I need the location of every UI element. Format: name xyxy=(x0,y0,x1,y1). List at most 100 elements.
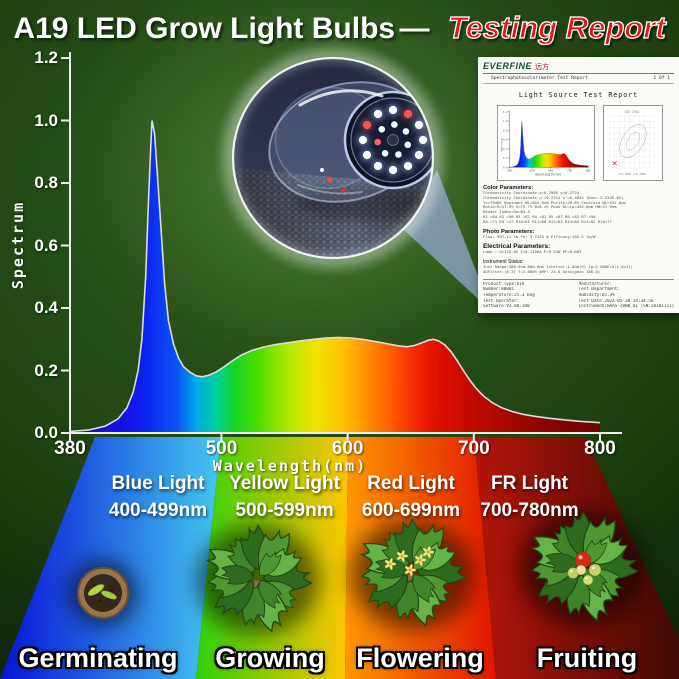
instrument-status-lines: Inst Range:380.0nm-800.0nm Interval:1.0n… xyxy=(483,265,674,275)
band-range: 500-599nm xyxy=(235,500,334,521)
everfine-logo-cn: 远方 xyxy=(535,63,550,71)
svg-text:500: 500 xyxy=(530,169,535,173)
germinating-seedling-photo xyxy=(67,559,139,627)
mini-x-axis-title: Wavelength(nm) xyxy=(535,173,561,177)
svg-text:380: 380 xyxy=(507,169,512,173)
band-label: Blue Light xyxy=(111,473,205,494)
svg-text:0.6: 0.6 xyxy=(503,138,508,142)
report-text-line: Inst Range:380.0nm-800.0nm Interval:1.0n… xyxy=(483,265,633,270)
svg-text:0.4: 0.4 xyxy=(503,147,508,151)
y-tick-label: 1.2 xyxy=(34,48,58,67)
cie-marker xyxy=(612,161,617,166)
report-footer-line: Instrument:HAAS-2000_01 (SN:20101111) xyxy=(578,304,675,310)
x-tick-label: 700 xyxy=(457,438,490,459)
cie-diagram: CIE 1931 x=0.3000 y=0.3000 xyxy=(603,105,663,181)
report-footer-line: Software:V3.00.100 xyxy=(483,304,530,310)
cie-diagram-title: CIE 1931 xyxy=(625,110,640,114)
x-tick-label: 380 xyxy=(54,438,86,459)
report-text-line: Render Index:Ra=84.4 xyxy=(483,210,530,215)
x-tick-label: 600 xyxy=(331,438,364,459)
instrument-status-header: Instrument Status: xyxy=(483,259,524,266)
report-charts-row: 0.0 0.2 0.4 0.6 0.8 1.0 1.2 380 500 600 700 800 Wave… xyxy=(497,105,674,181)
electrical-parameter-lines: Lamp : U=120.0V I=0.1156A P=9.53W PF=0.6… xyxy=(483,250,674,255)
electrical-parameters-header: Electrical Parameters: xyxy=(483,243,551,251)
everfine-logo: EVERFINE xyxy=(483,61,533,71)
stage-label-germinating: Germinating xyxy=(18,643,178,673)
stage-label-fruiting: Fruiting xyxy=(536,643,638,673)
band-label: Yellow Light xyxy=(229,473,340,494)
title-dash: — xyxy=(399,12,430,45)
flowering-plant-photo xyxy=(350,518,474,630)
title-testing-report: Testing Report xyxy=(447,9,666,45)
photo-parameter-lines: Flux: 997.11 lm Fe: 3.7434 W Efficacy:10… xyxy=(483,235,674,240)
spectrum-chart xyxy=(61,52,622,442)
x-tick-label: 500 xyxy=(205,438,238,459)
bulb-photo-inset xyxy=(213,38,453,278)
band-range: 600-699nm xyxy=(361,500,461,521)
svg-text:0.2: 0.2 xyxy=(503,156,508,160)
x-tick-label: 800 xyxy=(584,438,616,459)
report-doc-type: Spectrophotocolorimeter Test Report xyxy=(491,76,588,81)
report-text-line: R8 =71 R9 =47 R10=61 R11=80 R12=63 R13=8… xyxy=(483,219,612,224)
y-tick-label: 0.6 xyxy=(34,235,58,255)
title-product: A19 LED Grow Light Bulbs xyxy=(13,12,396,45)
y-tick-label: 0.0 xyxy=(34,423,58,442)
growth-stage-bands xyxy=(0,437,679,679)
y-tick-label: 0.4 xyxy=(34,298,58,317)
svg-text:600: 600 xyxy=(548,169,553,173)
band-title-fr: FR Light 700-780nm xyxy=(474,470,585,524)
test-report-document: EVERFINE 远方 Spectrophotocolorimeter Test… xyxy=(478,57,679,313)
color-parameter-lines: Chromaticity Coordinate:x=0.2995 y=0.272… xyxy=(483,191,674,225)
photo-parameters-header: Photo Parameters: xyxy=(483,228,535,235)
report-text-line: Chromaticity Coordinate u'=0.2214 v'=0.4… xyxy=(483,195,624,200)
report-text-line: Tc=7946K Dominant WL=464.8nm Purity=29.6… xyxy=(483,200,626,205)
x-axis-title: Wavelength(nm) xyxy=(212,457,368,475)
report-text-line: Chromaticity Coordinate:x=0.2995 y=0.272… xyxy=(483,191,580,195)
report-footer-right: Manufacturer: Test Department: Humidity:65… xyxy=(579,282,675,310)
color-parameters-header: Color Parameters: xyxy=(483,185,534,191)
report-footer: Product Type:A19 Number:00001 Temperature:… xyxy=(483,278,675,310)
band-range: 400-499nm xyxy=(108,500,208,521)
report-text-line: Ratio:R=17.9% G=75.7% B=6.4% Peak WL=Lp=… xyxy=(483,205,617,210)
band-title-red: Red Light 600-699nm xyxy=(348,470,474,524)
report-footer-line: Manufacturer: xyxy=(578,281,613,287)
report-footer-line: Test Operator: xyxy=(483,298,520,304)
band-title-blue: Blue Light 400-499nm xyxy=(95,470,221,524)
spectrum-area xyxy=(70,120,600,433)
band-label: Red Light xyxy=(367,473,455,494)
report-footer-line: Temperature:25.3 Deg xyxy=(483,292,535,298)
mini-y-axis-title: Spectrum xyxy=(500,138,504,151)
stage-label-growing: Growing xyxy=(215,643,325,673)
fruiting-plant-photo xyxy=(519,510,647,625)
y-tick-label: 0.2 xyxy=(34,360,58,380)
svg-text:0.0: 0.0 xyxy=(503,165,508,169)
page-title: A19 LED Grow Light Bulbs — Testing Repor… xyxy=(0,9,679,46)
report-doc-line: Spectrophotocolorimeter Test Report 1 Of… xyxy=(483,74,674,84)
report-text-line: R1 =84 R2 =90 R3 =87 R4 =81 R5 =87 R6 =8… xyxy=(483,214,596,219)
mini-spectrum-chart: 0.0 0.2 0.4 0.6 0.8 1.0 1.2 380 500 600 700 800 Wave… xyxy=(497,105,595,181)
svg-text:0.8: 0.8 xyxy=(503,128,508,132)
band-range: 700-780nm xyxy=(480,500,579,521)
report-footer-left: Product Type:A19 Number:00001 Temperature:… xyxy=(483,282,579,310)
report-title: Light Source Test Report xyxy=(518,91,639,99)
spectrum-curve-outline xyxy=(69,120,601,433)
band-label: FR Light xyxy=(490,473,569,494)
y-tick-label: 1.0 xyxy=(34,110,58,130)
led-bulb xyxy=(268,81,433,203)
report-footer-line: Product Type:A19 xyxy=(483,281,525,287)
report-page-number: 1 Of 1 xyxy=(653,76,670,81)
svg-text:1.0: 1.0 xyxy=(503,119,508,123)
stage-label-flowering: Flowering xyxy=(356,643,484,673)
report-text-line: ADFilter:(0.3) T=2.000% AMP: 23.8 Auto(g… xyxy=(483,269,601,274)
report-footer-line: Humidity:65.3% xyxy=(578,292,615,298)
report-footer-line: Test Date:2024-05-20 14:34:56 xyxy=(578,298,654,304)
svg-text:700: 700 xyxy=(567,169,572,173)
cie-coordinates: x=0.3000 y=0.3000 xyxy=(618,172,646,176)
report-footer-line: Test Department: xyxy=(578,287,620,293)
report-footer-line: Number:00001 xyxy=(483,287,515,293)
y-tick-label: 0.8 xyxy=(34,173,58,192)
svg-text:800: 800 xyxy=(586,169,591,173)
report-text-line: Lamp : U=120.0V I=0.1156A P=9.53W PF=0.6… xyxy=(483,250,582,255)
